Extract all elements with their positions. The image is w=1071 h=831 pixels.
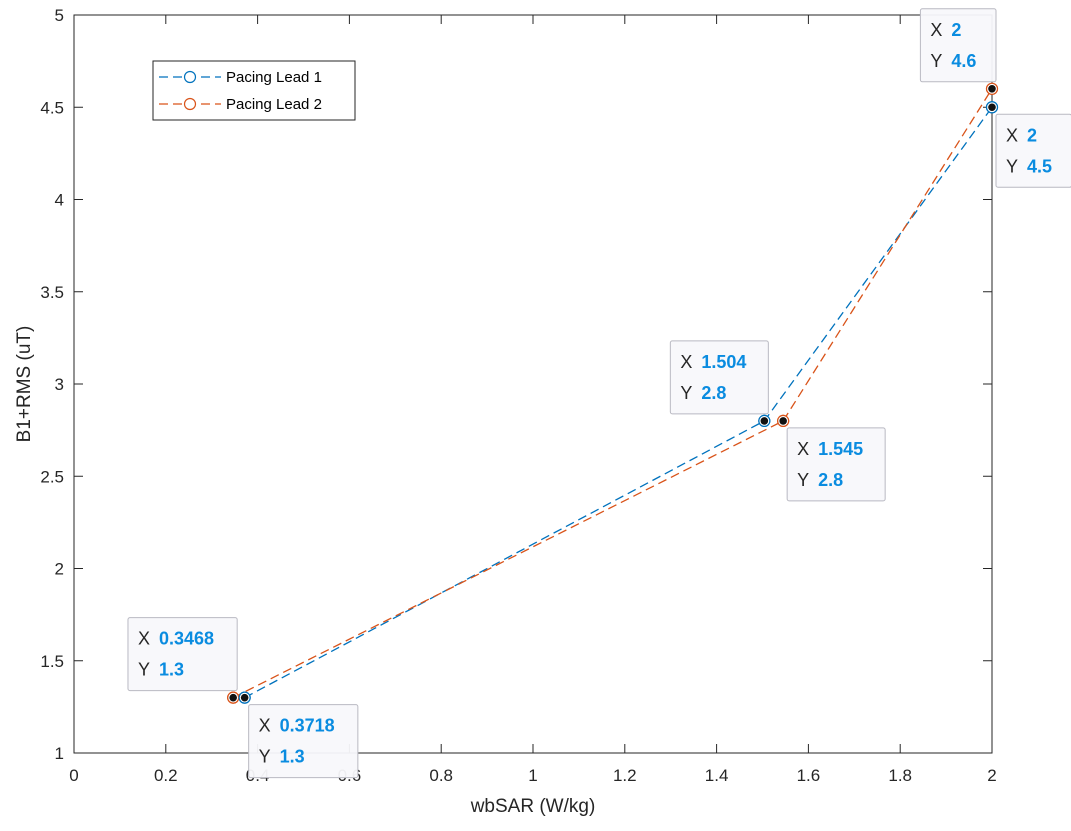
datatip-x-value: 2 [951, 20, 961, 40]
y-tick-label: 3 [55, 375, 64, 394]
datatip-x-value: 2 [1027, 125, 1037, 145]
datatip-x-value: 1.545 [818, 439, 863, 459]
datatip-point [229, 694, 237, 702]
legend-marker-sample [185, 99, 196, 110]
x-tick-label: 0.2 [154, 766, 178, 785]
y-tick-label: 2.5 [40, 467, 64, 486]
datatip[interactable]: X 0.3468 Y 1.3 [128, 618, 239, 704]
x-tick-label: 0 [69, 766, 78, 785]
datatip-y-value: 4.6 [951, 51, 976, 71]
x-tick-label: 1.4 [705, 766, 729, 785]
x-tick-label: 0.8 [429, 766, 453, 785]
datatip-y-value: 4.5 [1027, 156, 1052, 176]
y-tick-label: 5 [55, 6, 64, 25]
datatip-point [988, 85, 996, 93]
x-tick-label: 1.2 [613, 766, 637, 785]
legend-marker-sample [185, 72, 196, 83]
datatip-y-key: Y [1006, 156, 1018, 176]
datatip-x-key: X [680, 352, 692, 372]
datatip-y-value: 1.3 [280, 747, 305, 767]
datatip-x-key: X [1006, 125, 1018, 145]
x-tick-label: 2 [987, 766, 996, 785]
legend-label: Pacing Lead 2 [226, 96, 322, 113]
datatip-x-value: 0.3468 [159, 629, 214, 649]
datatip-point [241, 694, 249, 702]
datatip-y-key: Y [680, 383, 692, 403]
y-tick-label: 1 [55, 744, 64, 763]
datatip-y-key: Y [930, 51, 942, 71]
y-tick-labels: 1 1.5 2 2.5 3 3.5 4 4.5 5 [40, 6, 64, 763]
x-tick-label: 1 [528, 766, 537, 785]
datatip-y-value: 1.3 [159, 660, 184, 680]
datatip-y-value: 2.8 [701, 383, 726, 403]
datatip-point [779, 417, 787, 425]
legend[interactable]: Pacing Lead 1 Pacing Lead 2 [153, 61, 355, 120]
x-tick-labels: 00.20.40.60.811.21.41.61.82 [69, 766, 996, 785]
datatip-x-key: X [138, 629, 150, 649]
x-tick-label: 1.6 [797, 766, 821, 785]
y-tick-label: 4.5 [40, 98, 64, 117]
datatip-x-key: X [259, 716, 271, 736]
datatip-x-value: 0.3718 [280, 716, 335, 736]
datatip-x-key: X [797, 439, 809, 459]
x-tick-label: 1.8 [888, 766, 912, 785]
datatip-x-value: 1.504 [701, 352, 746, 372]
datatip-x-key: X [930, 20, 942, 40]
y-axis-label: B1+RMS (uT) [14, 326, 35, 443]
y-tick-label: 2 [55, 560, 64, 579]
datatip-y-key: Y [797, 470, 809, 490]
y-tick-label: 4 [55, 191, 64, 210]
datatip-y-key: Y [259, 747, 271, 767]
datatip-point [761, 417, 769, 425]
datatip-y-value: 2.8 [818, 470, 843, 490]
datatip[interactable]: X 1.504 Y 2.8 [670, 341, 770, 427]
y-tick-label: 3.5 [40, 283, 64, 302]
datatip-y-key: Y [138, 660, 150, 680]
datatip[interactable]: X 0.3718 Y 1.3 [239, 692, 358, 778]
legend-label: Pacing Lead 1 [226, 69, 322, 86]
datatip[interactable]: X 1.545 Y 2.8 [778, 415, 886, 501]
x-axis-label: wbSAR (W/kg) [470, 796, 596, 817]
datatip-point [988, 103, 996, 111]
y-tick-label: 1.5 [40, 652, 64, 671]
